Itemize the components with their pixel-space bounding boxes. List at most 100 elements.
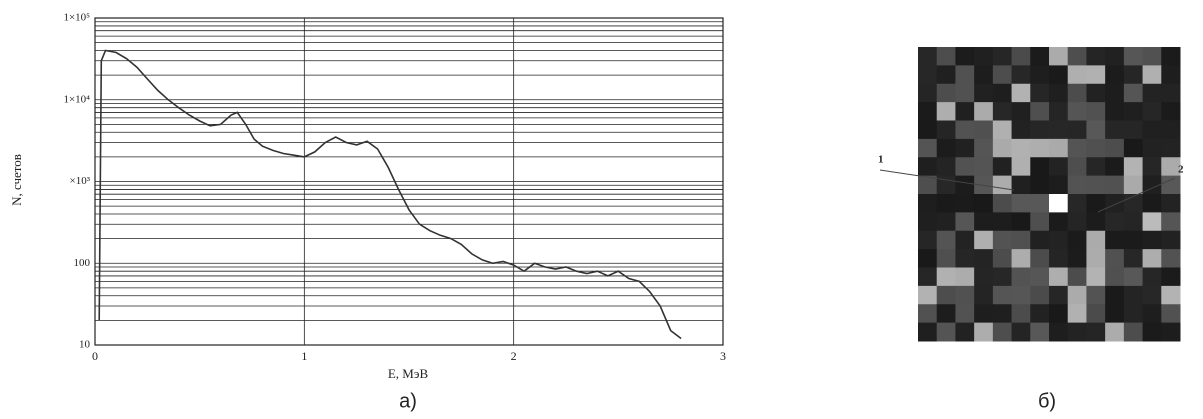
pixel <box>993 121 1012 140</box>
figure: E, МэВ N, счетов а) б) 1 2 1×10⁵1×10⁴×10… <box>0 0 1203 414</box>
pixel <box>1068 84 1087 103</box>
pixel <box>937 286 956 305</box>
pixel <box>1143 249 1162 268</box>
pixel <box>1161 286 1180 305</box>
pixel <box>955 286 974 305</box>
pixel <box>918 194 937 213</box>
pixel <box>918 139 937 158</box>
pixel <box>937 102 956 121</box>
pixel <box>1068 268 1087 287</box>
pixel <box>937 84 956 103</box>
pixel <box>1124 212 1143 231</box>
pixel <box>955 249 974 268</box>
pixel <box>974 323 993 342</box>
pixel <box>1143 304 1162 323</box>
pixel <box>1143 212 1162 230</box>
y-tick-label: 1×10⁵ <box>63 12 90 24</box>
pixel <box>918 323 937 342</box>
pixel <box>918 121 937 140</box>
pixel <box>955 268 974 287</box>
pixel <box>1030 286 1049 305</box>
pixel <box>1105 286 1124 305</box>
pixel <box>937 323 956 342</box>
pixel <box>974 65 993 84</box>
pixel <box>1124 157 1143 176</box>
pixel <box>1143 157 1162 176</box>
pixel <box>918 249 937 268</box>
pixel <box>993 304 1012 323</box>
pixel <box>937 268 956 287</box>
pixel <box>1143 47 1162 66</box>
pixel <box>1012 323 1031 342</box>
pixel <box>1143 194 1162 213</box>
pixel <box>1161 249 1180 268</box>
pixel <box>1143 231 1162 250</box>
pixel <box>1049 139 1068 158</box>
pixel <box>1161 121 1180 140</box>
pixel <box>1012 212 1031 231</box>
pixel <box>974 121 993 140</box>
pixel <box>1143 268 1162 287</box>
pixel <box>993 194 1012 213</box>
pixel <box>955 231 974 250</box>
pixel <box>1068 286 1087 305</box>
pixel <box>1049 194 1068 212</box>
pixel <box>1030 139 1049 158</box>
y-tick-label: 10 <box>79 339 91 351</box>
pixel <box>1161 231 1180 250</box>
pixel <box>1161 176 1180 195</box>
pixel <box>974 157 993 176</box>
pixel <box>993 231 1012 250</box>
pixel <box>1161 47 1180 66</box>
pixel <box>1030 231 1049 250</box>
pixel <box>974 102 993 121</box>
pixel <box>918 84 937 103</box>
pixel <box>1143 139 1162 158</box>
pixel <box>1161 84 1180 103</box>
pixel <box>993 176 1012 195</box>
pixel <box>1012 286 1031 305</box>
pixel <box>1161 194 1180 213</box>
x-tick-label: 0 <box>92 349 98 363</box>
pixel <box>1124 304 1143 323</box>
pixel <box>1105 249 1124 268</box>
pixel <box>1030 65 1049 84</box>
pixel <box>1068 231 1087 250</box>
pixel <box>1012 304 1031 323</box>
pixel <box>1068 65 1087 84</box>
pixel-image <box>918 47 1181 342</box>
x-tick-label: 1 <box>301 349 307 363</box>
pixel <box>1049 65 1068 84</box>
pixel <box>1086 268 1105 287</box>
pixel <box>1068 139 1087 158</box>
pixel <box>1049 176 1068 195</box>
pixel <box>1086 231 1105 250</box>
pixel <box>918 304 937 323</box>
pixel <box>1049 157 1068 176</box>
pixel <box>955 157 974 176</box>
y-axis-label: N, счетов <box>9 154 24 206</box>
pixel <box>1086 121 1105 140</box>
pixel <box>955 304 974 323</box>
pixel <box>1161 212 1180 231</box>
pixel <box>918 268 937 287</box>
pixel <box>1030 212 1049 231</box>
pixel <box>955 102 974 121</box>
pixel <box>1068 121 1087 140</box>
pixel <box>974 268 993 287</box>
pixel <box>1161 102 1180 121</box>
pixel <box>1012 194 1031 213</box>
pixel <box>974 231 993 250</box>
pixel <box>993 139 1012 158</box>
pixel <box>1030 194 1049 213</box>
pixel <box>1086 65 1105 84</box>
pixel <box>1049 47 1068 66</box>
pixel <box>1049 268 1068 287</box>
pixel <box>1068 102 1087 121</box>
pixel <box>1012 157 1031 176</box>
pixel <box>1143 102 1162 121</box>
pixel <box>1068 47 1087 66</box>
panel-label: а) <box>399 390 417 412</box>
pixel <box>1086 102 1105 121</box>
pixel <box>1105 139 1124 158</box>
